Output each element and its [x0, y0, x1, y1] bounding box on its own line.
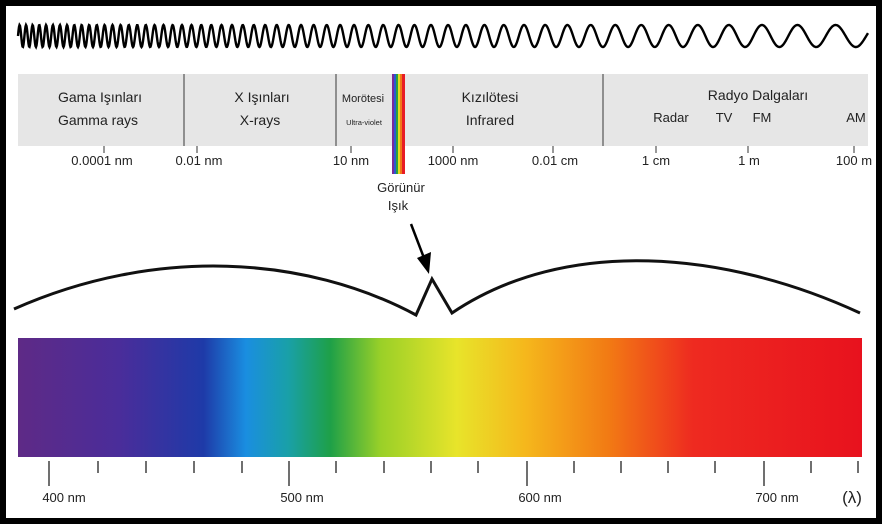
- visible-light-strip: [392, 74, 405, 174]
- wavelength-ticks: [103, 146, 855, 153]
- band-uv-tr: Morötesi: [342, 93, 384, 105]
- wavelength-label: 0.01 cm: [532, 153, 578, 168]
- radio-sub-radar: Radar: [653, 110, 689, 125]
- wavelength-wave-decreasing-frequency: [16, 21, 870, 50]
- band-infrared-tr: Kızılötesi: [462, 89, 519, 105]
- lambda-symbol: (λ): [842, 488, 862, 507]
- visible-light-label-line1: Görünür: [377, 180, 425, 195]
- spectrum-label-500: 500 nm: [280, 490, 323, 505]
- radio-sub-am: AM: [846, 110, 866, 125]
- band-infrared-en: Infrared: [466, 112, 514, 128]
- band-bar: [18, 74, 868, 146]
- band-xray-en: X-rays: [240, 112, 280, 128]
- radio-sub-tv: TV: [716, 110, 733, 125]
- spectrum-label-400: 400 nm: [42, 490, 85, 505]
- band-gamma-tr: Gama Işınları: [58, 89, 142, 105]
- wavelength-label: 1000 nm: [428, 153, 479, 168]
- band-xray-tr: X Işınları: [234, 89, 289, 105]
- visible-spectrum-band: [18, 338, 862, 457]
- wavelength-label: 1 cm: [642, 153, 670, 168]
- visible-light-label-line2: Işık: [388, 198, 409, 213]
- band-gamma-en: Gamma rays: [58, 112, 138, 128]
- spectrum-label-700: 700 nm: [755, 490, 798, 505]
- wavelength-label: 0.01 nm: [176, 153, 223, 168]
- diagram-canvas: Gama Işınları Gamma rays X Işınları X-ra…: [6, 6, 876, 518]
- wavelength-label: 100 m: [836, 153, 872, 168]
- band-radio-tr: Radyo Dalgaları: [708, 87, 808, 103]
- wavelength-label: 10 nm: [333, 153, 369, 168]
- visible-zoom-bracket: [13, 259, 861, 318]
- band-uv-en: Ultra-violet: [346, 118, 383, 127]
- wavelength-label: 1 m: [738, 153, 760, 168]
- spectrum-ticks: [48, 461, 859, 486]
- spectrum-label-600: 600 nm: [518, 490, 561, 505]
- radio-sub-fm: FM: [753, 110, 772, 125]
- electromagnetic-spectrum-diagram: Gama Işınları Gamma rays X Işınları X-ra…: [13, 21, 872, 507]
- wavelength-label: 0.0001 nm: [71, 153, 132, 168]
- callout-arrow-head: [417, 252, 431, 274]
- callout-arrow-shaft: [409, 223, 426, 259]
